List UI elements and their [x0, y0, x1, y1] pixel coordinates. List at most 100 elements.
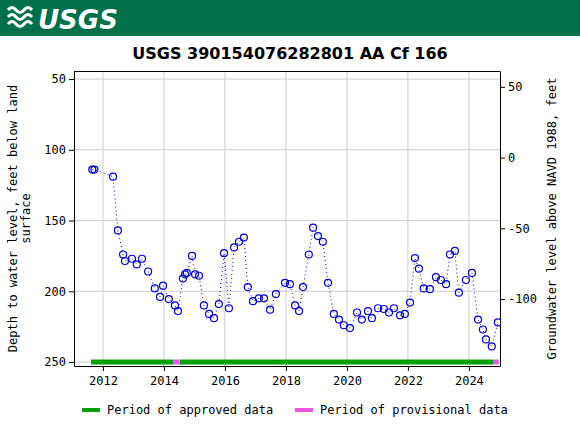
tick-mark — [69, 291, 74, 292]
data-point — [240, 234, 247, 241]
tick-mark — [469, 366, 470, 371]
data-point — [364, 308, 371, 315]
data-point — [114, 227, 121, 234]
tick-mark — [164, 366, 165, 371]
tick-mark — [69, 362, 74, 363]
tick: 0 — [500, 151, 515, 165]
data-point — [225, 305, 232, 312]
data-point — [174, 308, 181, 315]
grid-line-x — [285, 71, 286, 366]
data-point — [346, 325, 353, 332]
y2-axis-title: Groundwater level above NAVD 1988, feet — [545, 78, 559, 360]
tick: 50 — [52, 72, 74, 86]
tick-label: 100 — [44, 143, 66, 157]
tick: 2012 — [89, 366, 118, 388]
tick-label: 0 — [508, 151, 515, 165]
tick-label: 2014 — [150, 374, 179, 388]
tick-mark — [500, 87, 505, 88]
logo-icon — [8, 8, 32, 27]
data-point — [325, 279, 332, 286]
data-point — [145, 268, 152, 275]
tick: 50 — [500, 80, 522, 94]
data-point — [479, 326, 486, 333]
grid-line-x — [163, 71, 164, 366]
data-point — [415, 265, 422, 272]
data-point — [319, 238, 326, 245]
series-line — [92, 170, 498, 347]
tick-label: 2024 — [455, 374, 484, 388]
tick-mark — [500, 228, 505, 229]
tick: 2014 — [150, 366, 179, 388]
data-point — [407, 299, 414, 306]
data-point — [267, 306, 274, 313]
plot-frame — [74, 71, 500, 72]
tick: 250 — [44, 355, 74, 369]
y-axis-title: Depth to water level, feet below landsur… — [6, 85, 33, 352]
grid-line-x — [102, 71, 103, 366]
tick-label: 200 — [44, 285, 66, 299]
data-point — [488, 343, 495, 350]
y-axis-title-line: Depth to water level, feet below land — [6, 85, 20, 352]
tick-label: -100 — [508, 292, 537, 306]
data-point — [396, 312, 403, 319]
tick-mark — [69, 79, 74, 80]
grid-line-y — [74, 291, 500, 292]
tick-mark — [408, 366, 409, 371]
data-point — [451, 247, 458, 254]
tick: -100 — [500, 292, 537, 306]
tick: -50 — [500, 222, 530, 236]
plot-area — [89, 166, 500, 364]
y-axis-title-line: surface — [19, 193, 33, 244]
x-axis: 2012201420162018202020222024 — [75, 366, 501, 388]
tick-mark — [69, 221, 74, 222]
chart-container: USGSUSGS 390154076282801 AA Cf 166201220… — [0, 0, 580, 430]
data-point — [494, 319, 500, 326]
tick-label: 2020 — [333, 374, 362, 388]
data-point — [300, 284, 307, 291]
data-point — [272, 291, 279, 298]
tick-label: 2022 — [394, 374, 423, 388]
data-point — [475, 316, 482, 323]
data-point — [368, 315, 375, 322]
data-point — [330, 310, 337, 317]
data-point — [215, 301, 222, 308]
data-point — [183, 269, 190, 276]
tick-label: 50 — [52, 72, 66, 86]
data-point — [110, 173, 117, 180]
data-point — [244, 284, 251, 291]
data-point — [196, 272, 203, 279]
tick-mark — [103, 366, 104, 371]
y2-axis: 50 0 -50 -100 — [500, 72, 537, 367]
data-point — [91, 166, 98, 173]
data-point — [221, 250, 228, 257]
tick-mark — [69, 150, 74, 151]
axis-line — [74, 72, 75, 367]
data-point — [358, 316, 365, 323]
data-point — [156, 293, 163, 300]
tick-mark — [347, 366, 348, 371]
data-point — [468, 269, 475, 276]
tick-label: 2012 — [89, 374, 118, 388]
data-point — [121, 258, 128, 265]
chart-title: USGS 390154076282801 AA Cf 166 — [132, 44, 447, 63]
axis-line — [75, 366, 501, 367]
grid-line-x — [468, 71, 469, 366]
data-point — [462, 276, 469, 283]
data-point — [160, 282, 167, 289]
tick-label: 50 — [508, 80, 522, 94]
logo-wave — [8, 22, 32, 27]
data-point — [260, 295, 267, 302]
tick: 2024 — [455, 366, 484, 388]
tick: 200 — [44, 285, 74, 299]
banner — [0, 0, 580, 36]
tick: 2018 — [272, 366, 301, 388]
tick-mark — [500, 158, 505, 159]
data-point — [139, 255, 146, 262]
data-point — [310, 224, 317, 231]
data-point — [390, 305, 397, 312]
data-point — [165, 296, 172, 303]
chart-svg: USGSUSGS 390154076282801 AA Cf 166201220… — [0, 0, 580, 430]
legend-swatch — [82, 408, 100, 412]
tick: 2022 — [394, 366, 423, 388]
data-point — [151, 285, 158, 292]
